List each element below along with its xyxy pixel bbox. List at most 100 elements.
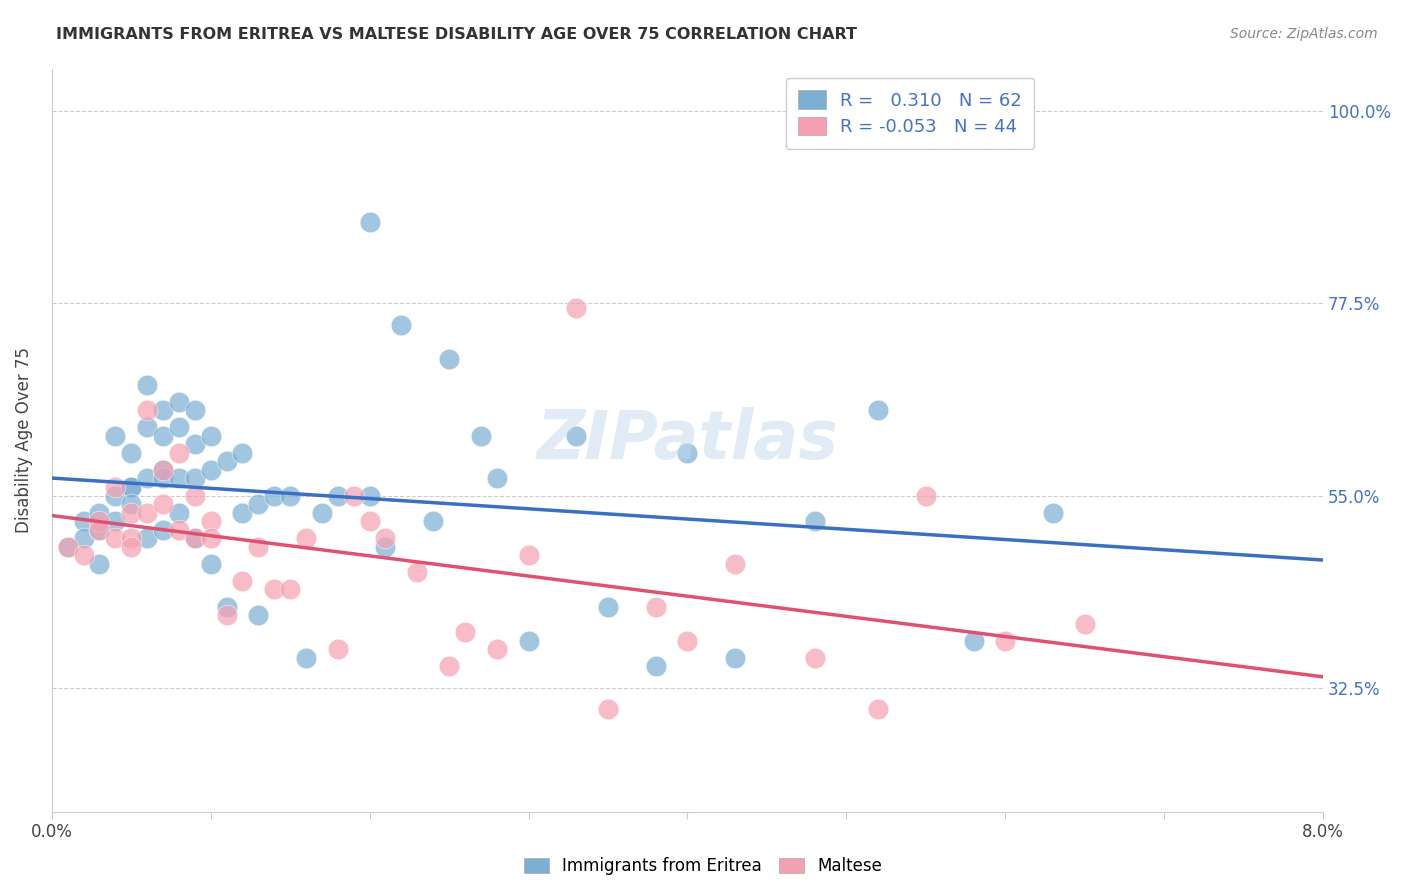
Point <box>72 549 94 563</box>
Point <box>152 497 174 511</box>
Point <box>152 523 174 537</box>
Point <box>167 420 190 434</box>
Point <box>120 531 142 545</box>
Point <box>517 633 540 648</box>
Point <box>167 446 190 460</box>
Point <box>994 633 1017 648</box>
Legend: Immigrants from Eritrea, Maltese: Immigrants from Eritrea, Maltese <box>516 849 890 884</box>
Point <box>565 429 588 443</box>
Point <box>215 608 238 623</box>
Point <box>868 403 890 417</box>
Point <box>724 650 747 665</box>
Point <box>803 514 825 528</box>
Point <box>803 650 825 665</box>
Point <box>136 531 159 545</box>
Point <box>184 471 207 485</box>
Point <box>152 429 174 443</box>
Point <box>136 403 159 417</box>
Point <box>104 531 127 545</box>
Point <box>470 429 492 443</box>
Point <box>437 351 460 366</box>
Point <box>136 420 159 434</box>
Point <box>215 599 238 614</box>
Point <box>200 531 222 545</box>
Point <box>231 574 253 588</box>
Point <box>326 642 349 657</box>
Point <box>517 549 540 563</box>
Point <box>454 625 477 640</box>
Text: IMMIGRANTS FROM ERITREA VS MALTESE DISABILITY AGE OVER 75 CORRELATION CHART: IMMIGRANTS FROM ERITREA VS MALTESE DISAB… <box>56 27 858 42</box>
Text: ZIPatlas: ZIPatlas <box>537 407 838 473</box>
Point <box>278 582 301 597</box>
Point <box>247 540 270 554</box>
Point <box>676 633 699 648</box>
Point <box>89 523 111 537</box>
Point <box>374 540 396 554</box>
Point <box>914 489 936 503</box>
Point <box>374 531 396 545</box>
Point <box>406 566 429 580</box>
Point <box>56 540 79 554</box>
Point <box>485 471 508 485</box>
Text: Source: ZipAtlas.com: Source: ZipAtlas.com <box>1230 27 1378 41</box>
Point <box>136 506 159 520</box>
Point <box>200 557 222 571</box>
Point <box>200 514 222 528</box>
Point <box>152 463 174 477</box>
Point <box>724 557 747 571</box>
Point <box>104 514 127 528</box>
Point <box>295 531 318 545</box>
Point <box>596 599 619 614</box>
Point <box>215 454 238 468</box>
Point <box>247 497 270 511</box>
Point <box>596 702 619 716</box>
Point <box>184 531 207 545</box>
Point <box>104 480 127 494</box>
Point <box>359 514 381 528</box>
Point <box>89 557 111 571</box>
Point <box>136 471 159 485</box>
Point <box>311 506 333 520</box>
Point <box>167 506 190 520</box>
Point <box>167 523 190 537</box>
Point <box>1042 506 1064 520</box>
Point <box>120 540 142 554</box>
Point <box>72 514 94 528</box>
Point <box>184 531 207 545</box>
Point <box>104 489 127 503</box>
Point <box>359 489 381 503</box>
Point <box>152 463 174 477</box>
Y-axis label: Disability Age Over 75: Disability Age Over 75 <box>15 347 32 533</box>
Point <box>644 599 666 614</box>
Point <box>359 215 381 229</box>
Point <box>56 540 79 554</box>
Point <box>136 377 159 392</box>
Point <box>247 608 270 623</box>
Point <box>644 659 666 673</box>
Point <box>962 633 984 648</box>
Point <box>120 480 142 494</box>
Point <box>263 489 285 503</box>
Point <box>120 506 142 520</box>
Point <box>676 446 699 460</box>
Point <box>184 437 207 451</box>
Point <box>422 514 444 528</box>
Point <box>565 301 588 315</box>
Point <box>89 523 111 537</box>
Point <box>295 650 318 665</box>
Legend: R =   0.310   N = 62, R = -0.053   N = 44: R = 0.310 N = 62, R = -0.053 N = 44 <box>786 78 1035 149</box>
Point <box>485 642 508 657</box>
Point <box>72 531 94 545</box>
Point <box>343 489 366 503</box>
Point <box>184 489 207 503</box>
Point <box>167 394 190 409</box>
Point <box>1074 616 1097 631</box>
Point <box>120 446 142 460</box>
Point <box>89 506 111 520</box>
Point <box>326 489 349 503</box>
Point <box>389 318 412 332</box>
Point <box>200 463 222 477</box>
Point <box>278 489 301 503</box>
Point <box>184 403 207 417</box>
Point <box>89 514 111 528</box>
